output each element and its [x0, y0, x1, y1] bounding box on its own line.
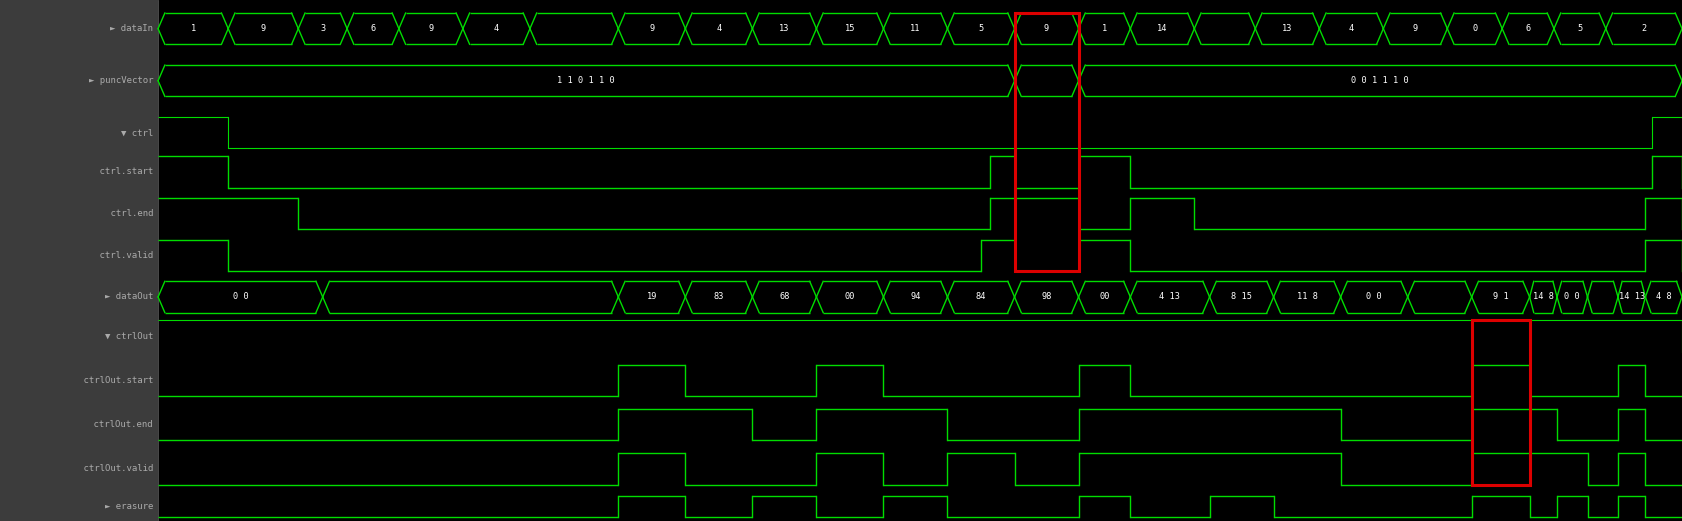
- Text: ctrl.start: ctrl.start: [77, 167, 153, 177]
- Text: ▼ ctrl: ▼ ctrl: [121, 128, 153, 138]
- Text: 5: 5: [1578, 24, 1583, 33]
- Text: ctrl.valid: ctrl.valid: [77, 251, 153, 260]
- Text: ► dataOut: ► dataOut: [104, 292, 153, 302]
- Text: 84: 84: [976, 292, 986, 302]
- Text: 6: 6: [1526, 24, 1531, 33]
- Text: 1: 1: [190, 24, 195, 33]
- Text: 19: 19: [646, 292, 658, 302]
- Text: 11: 11: [910, 24, 920, 33]
- Text: 9: 9: [1045, 24, 1050, 33]
- Text: 0 0: 0 0: [1564, 292, 1579, 302]
- Text: 6: 6: [370, 24, 375, 33]
- Text: ▼ ctrlOut: ▼ ctrlOut: [104, 331, 153, 341]
- Text: ctrlOut.start: ctrlOut.start: [62, 376, 153, 385]
- Text: 9 1: 9 1: [1494, 292, 1509, 302]
- Text: ctrl.end: ctrl.end: [89, 209, 153, 218]
- Text: 13: 13: [779, 24, 789, 33]
- Bar: [1014, 13, 1078, 271]
- Text: 11 8: 11 8: [1297, 292, 1317, 302]
- Text: 3: 3: [320, 24, 325, 33]
- Text: 13: 13: [1282, 24, 1292, 33]
- Text: 0 0 1 1 1 0: 0 0 1 1 1 0: [1351, 76, 1410, 85]
- Text: 2: 2: [1642, 24, 1647, 33]
- Text: 0: 0: [1472, 24, 1477, 33]
- Text: 14 8: 14 8: [1532, 292, 1554, 302]
- Text: 1: 1: [1102, 24, 1107, 33]
- Text: 9: 9: [1413, 24, 1418, 33]
- Text: 4 13: 4 13: [1159, 292, 1181, 302]
- Text: 00: 00: [1100, 292, 1110, 302]
- Text: 0 0: 0 0: [232, 292, 249, 302]
- Text: ► erasure: ► erasure: [104, 502, 153, 511]
- Text: 15: 15: [844, 24, 854, 33]
- Text: ► puncVector: ► puncVector: [89, 76, 153, 85]
- Text: 4: 4: [717, 24, 722, 33]
- Text: 9: 9: [429, 24, 434, 33]
- Text: 98: 98: [1041, 292, 1051, 302]
- Text: 83: 83: [713, 292, 725, 302]
- Text: 5: 5: [979, 24, 984, 33]
- Text: 00: 00: [844, 292, 854, 302]
- Bar: [1472, 320, 1529, 485]
- Text: 9: 9: [261, 24, 266, 33]
- Text: 14: 14: [1157, 24, 1167, 33]
- Bar: [0, 0, 158, 521]
- Text: 9: 9: [649, 24, 654, 33]
- Text: 68: 68: [779, 292, 789, 302]
- Text: 4: 4: [495, 24, 500, 33]
- Text: 94: 94: [910, 292, 920, 302]
- Text: 1 1 0 1 1 0: 1 1 0 1 1 0: [557, 76, 616, 85]
- Text: ctrlOut.end: ctrlOut.end: [72, 420, 153, 429]
- Text: 8 15: 8 15: [1231, 292, 1251, 302]
- Text: 4 8: 4 8: [1655, 292, 1672, 302]
- Text: ► dataIn: ► dataIn: [109, 24, 153, 33]
- Text: 0 0: 0 0: [1366, 292, 1383, 302]
- Text: 4: 4: [1349, 24, 1354, 33]
- Text: ctrlOut.valid: ctrlOut.valid: [62, 464, 153, 474]
- Text: 14 13: 14 13: [1618, 292, 1645, 302]
